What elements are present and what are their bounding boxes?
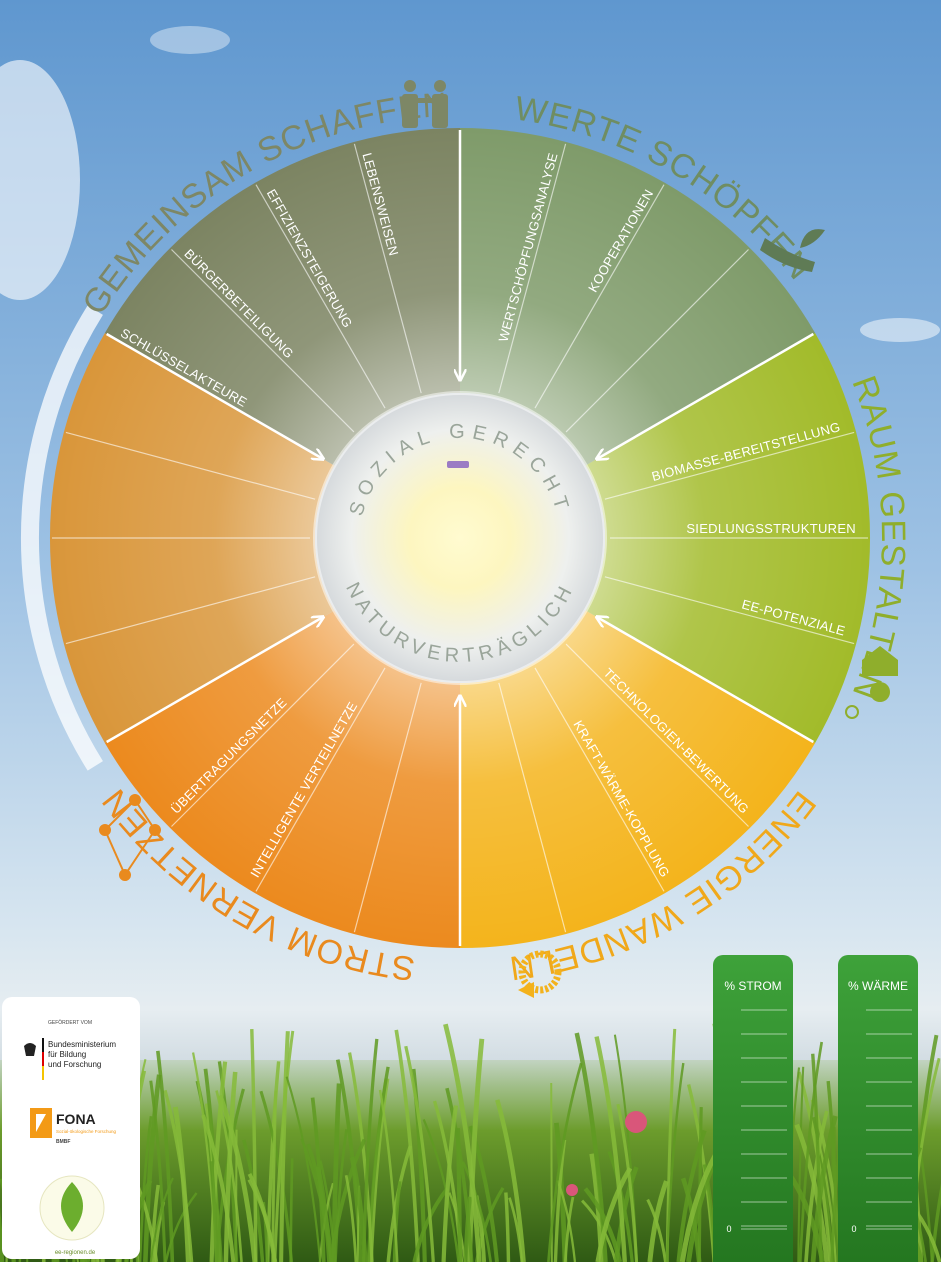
clover-flower: [566, 1184, 578, 1196]
pencil-icon: [447, 461, 469, 468]
gauge-label: % WÄRME: [848, 979, 908, 993]
poster: WERTSCHÖPFUNGSANALYSEKOOPERATIONENBIOMAS…: [0, 0, 941, 1262]
fona-logo: [30, 1108, 52, 1138]
grass-blade: [458, 1128, 460, 1262]
page: WERTSCHÖPFUNGSANALYSEKOOPERATIONENBIOMAS…: [0, 0, 941, 1262]
funded-by: GEFÖRDERT VOM: [48, 1019, 92, 1026]
bmbf: BMBF: [56, 1139, 70, 1145]
gauge-zero: 0: [726, 1224, 731, 1234]
ministry: und Forschung: [48, 1060, 101, 1069]
gauge-label: % STROM: [724, 979, 781, 993]
cloud: [860, 318, 940, 342]
flag: [42, 1052, 44, 1066]
item-label: SIEDLUNGSSTRUKTUREN: [686, 521, 856, 536]
flag: [42, 1066, 44, 1080]
flag: [42, 1038, 44, 1052]
cloud: [150, 26, 230, 54]
gauge: [838, 955, 918, 1262]
gauge-zero: 0: [851, 1224, 856, 1234]
sponsor-panel: GEFÖRDERT VOM Bundesministerium für Bild…: [2, 997, 140, 1259]
gauge: [713, 955, 793, 1262]
eagle-icon: [24, 1043, 36, 1056]
fona-sub: Sozial-ökologische Forschung: [56, 1129, 117, 1134]
fona: FONA: [56, 1111, 96, 1127]
clover-flower: [625, 1111, 647, 1133]
ministry: für Bildung: [48, 1050, 86, 1059]
ministry: Bundesministerium: [48, 1040, 116, 1049]
website: ee-regionen.de: [55, 1250, 96, 1256]
